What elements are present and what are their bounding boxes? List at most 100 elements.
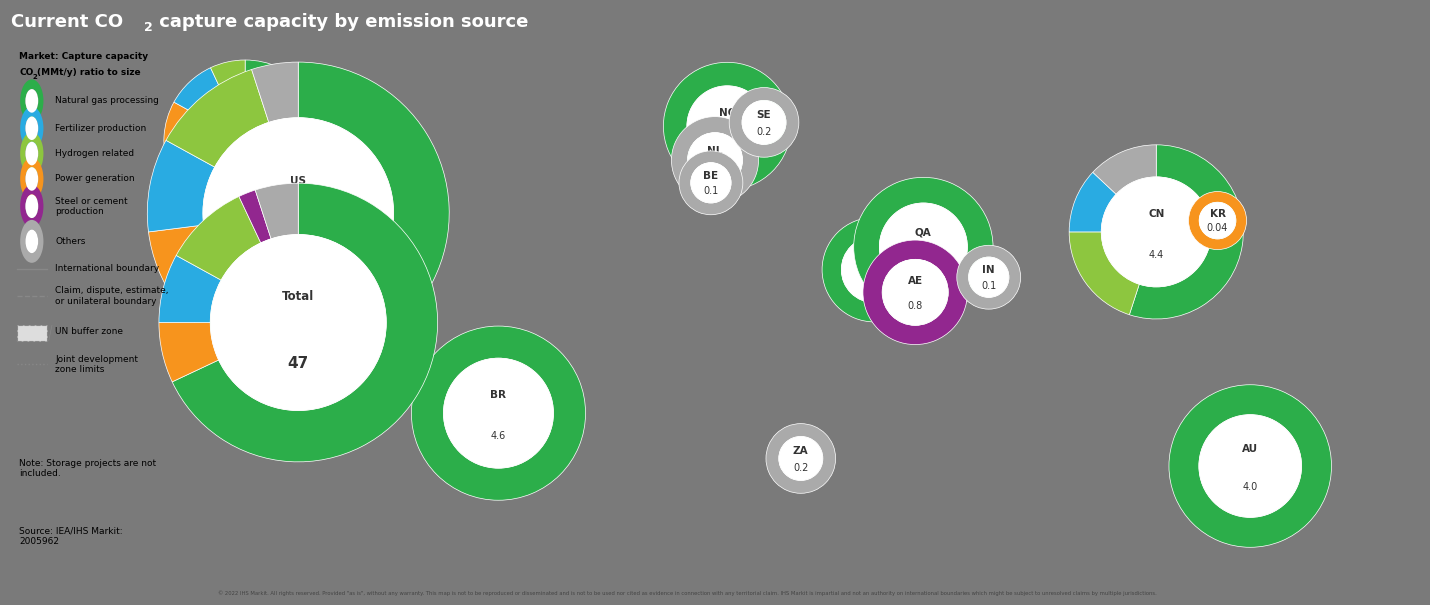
Wedge shape bbox=[20, 79, 43, 122]
Wedge shape bbox=[1070, 172, 1117, 232]
Text: 4.6: 4.6 bbox=[490, 431, 506, 441]
Text: BR: BR bbox=[490, 390, 506, 400]
Wedge shape bbox=[1168, 385, 1331, 548]
Text: CO: CO bbox=[19, 68, 33, 77]
Text: 2.1: 2.1 bbox=[915, 260, 931, 270]
Circle shape bbox=[26, 142, 39, 165]
Text: 0.8: 0.8 bbox=[908, 301, 922, 311]
Circle shape bbox=[1198, 414, 1301, 517]
Wedge shape bbox=[220, 60, 326, 223]
Text: 23.7: 23.7 bbox=[287, 247, 309, 258]
Text: Fertilizer production: Fertilizer production bbox=[56, 123, 146, 132]
Text: capture capacity by emission source: capture capacity by emission source bbox=[153, 13, 529, 31]
Text: QA: QA bbox=[915, 227, 932, 237]
Wedge shape bbox=[20, 132, 43, 175]
Circle shape bbox=[26, 167, 39, 191]
Wedge shape bbox=[159, 322, 219, 382]
Text: 0.2: 0.2 bbox=[794, 463, 808, 473]
Circle shape bbox=[686, 86, 768, 166]
Text: 2: 2 bbox=[143, 21, 153, 34]
Wedge shape bbox=[176, 62, 449, 364]
Circle shape bbox=[210, 235, 386, 411]
Wedge shape bbox=[20, 220, 43, 263]
Text: Steel or cement
production: Steel or cement production bbox=[56, 197, 127, 216]
Wedge shape bbox=[412, 326, 585, 500]
Wedge shape bbox=[255, 183, 299, 239]
Text: Claim, dispute, estimate,
or unilateral boundary: Claim, dispute, estimate, or unilateral … bbox=[56, 286, 169, 306]
Text: BE: BE bbox=[704, 171, 718, 181]
Wedge shape bbox=[672, 117, 758, 204]
Wedge shape bbox=[239, 190, 272, 243]
Text: 0.2: 0.2 bbox=[756, 126, 772, 137]
Wedge shape bbox=[174, 68, 223, 117]
FancyBboxPatch shape bbox=[17, 325, 47, 341]
Text: ZA: ZA bbox=[794, 446, 808, 456]
Text: AU: AU bbox=[1243, 444, 1258, 454]
Circle shape bbox=[1200, 202, 1236, 239]
Text: Total: Total bbox=[282, 290, 315, 302]
Text: Market: Capture capacity: Market: Capture capacity bbox=[19, 52, 149, 61]
Wedge shape bbox=[176, 197, 260, 280]
Wedge shape bbox=[164, 102, 229, 218]
Circle shape bbox=[26, 229, 39, 253]
Text: Joint development
zone limits: Joint development zone limits bbox=[56, 355, 139, 374]
Text: AE: AE bbox=[908, 276, 922, 286]
Wedge shape bbox=[679, 151, 742, 215]
Circle shape bbox=[194, 90, 296, 192]
Text: SA: SA bbox=[867, 253, 882, 264]
Wedge shape bbox=[166, 70, 269, 167]
Text: Source: IEA/IHS Markit:
2005962: Source: IEA/IHS Markit: 2005962 bbox=[19, 527, 123, 546]
Circle shape bbox=[879, 203, 967, 291]
Circle shape bbox=[26, 89, 39, 113]
Circle shape bbox=[688, 132, 742, 188]
Wedge shape bbox=[149, 225, 222, 302]
Text: 4.0: 4.0 bbox=[1243, 482, 1258, 492]
Text: NL: NL bbox=[708, 146, 722, 156]
Text: (MMt/y) ratio to size: (MMt/y) ratio to size bbox=[37, 68, 140, 77]
Circle shape bbox=[841, 237, 908, 302]
Wedge shape bbox=[159, 255, 222, 322]
Wedge shape bbox=[1070, 232, 1140, 315]
Circle shape bbox=[26, 194, 39, 218]
Wedge shape bbox=[252, 62, 299, 122]
Text: 0.4: 0.4 bbox=[708, 166, 722, 177]
Circle shape bbox=[443, 358, 553, 468]
Wedge shape bbox=[20, 185, 43, 227]
Wedge shape bbox=[766, 424, 835, 493]
Circle shape bbox=[691, 163, 731, 203]
Text: CN: CN bbox=[1148, 209, 1164, 218]
Text: IN: IN bbox=[982, 266, 995, 275]
Text: 2: 2 bbox=[33, 74, 37, 80]
Text: International boundary: International boundary bbox=[56, 264, 159, 273]
Text: Others: Others bbox=[56, 237, 86, 246]
Circle shape bbox=[203, 118, 393, 309]
Text: 47: 47 bbox=[287, 356, 309, 371]
Text: NO: NO bbox=[718, 108, 736, 118]
Text: 0.8: 0.8 bbox=[867, 278, 882, 289]
Wedge shape bbox=[822, 217, 927, 322]
Text: 4.4: 4.4 bbox=[1148, 250, 1164, 260]
Text: Note: Storage projects are not
included.: Note: Storage projects are not included. bbox=[19, 459, 156, 478]
Wedge shape bbox=[1093, 145, 1157, 194]
Wedge shape bbox=[957, 245, 1021, 309]
Text: UN buffer zone: UN buffer zone bbox=[56, 327, 123, 336]
Text: © 2022 IHS Markit. All rights reserved. Provided "as is", without any warranty. : © 2022 IHS Markit. All rights reserved. … bbox=[217, 590, 1157, 597]
Circle shape bbox=[968, 257, 1010, 298]
Wedge shape bbox=[172, 183, 438, 462]
Wedge shape bbox=[20, 157, 43, 200]
Circle shape bbox=[779, 436, 822, 480]
Wedge shape bbox=[854, 177, 992, 316]
Text: 0.1: 0.1 bbox=[704, 186, 718, 196]
Wedge shape bbox=[862, 240, 968, 345]
Wedge shape bbox=[1188, 192, 1247, 250]
Circle shape bbox=[26, 116, 39, 140]
Wedge shape bbox=[20, 106, 43, 149]
Text: Current CO: Current CO bbox=[11, 13, 123, 31]
Circle shape bbox=[882, 260, 948, 325]
Wedge shape bbox=[1130, 145, 1243, 319]
Wedge shape bbox=[664, 62, 791, 190]
Text: Natural gas processing: Natural gas processing bbox=[56, 96, 159, 105]
Wedge shape bbox=[147, 140, 214, 232]
Text: 0.04: 0.04 bbox=[1207, 223, 1228, 233]
Text: Hydrogen related: Hydrogen related bbox=[56, 149, 134, 158]
